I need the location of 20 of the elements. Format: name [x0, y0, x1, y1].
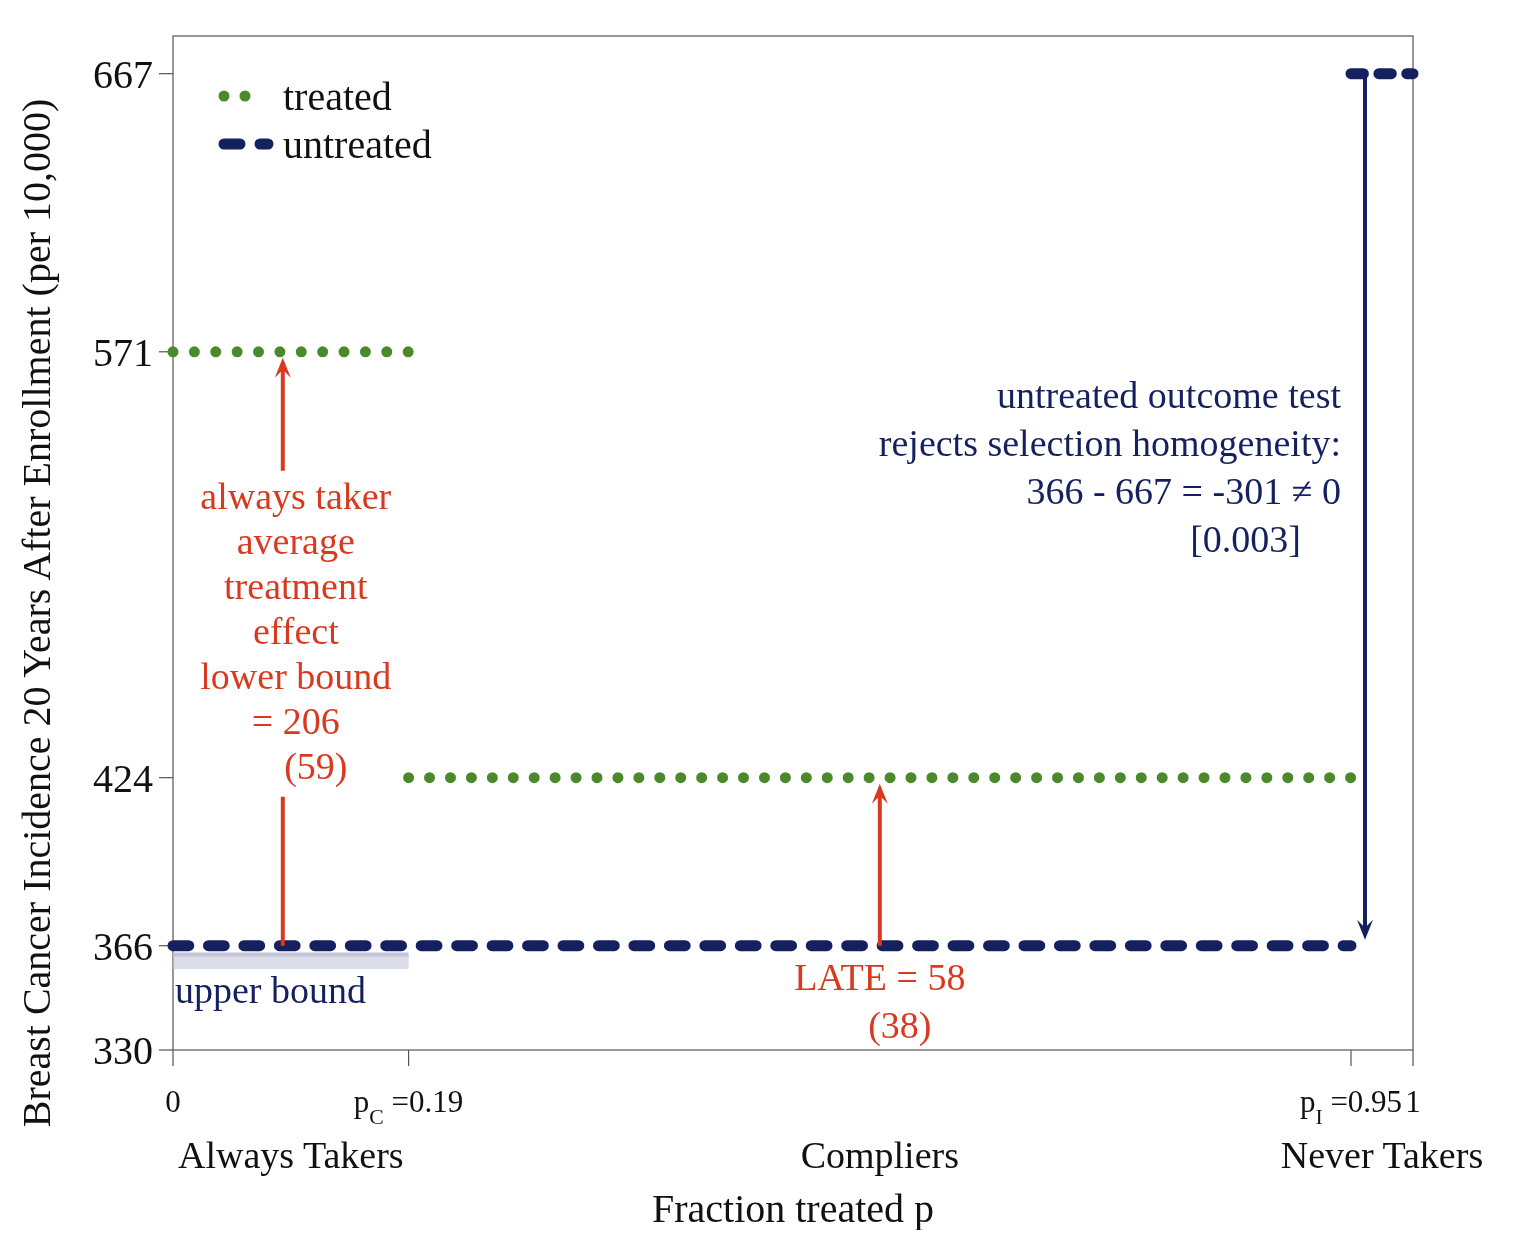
y-tick-label: 424 — [93, 755, 153, 801]
y-tick-label: 330 — [93, 1028, 153, 1073]
x-axis-title: Fraction treated p — [651, 1186, 935, 1231]
text: Always Takers — [177, 1134, 404, 1176]
annotation: LATE = 58 (38) — [794, 955, 966, 1047]
x-tick-label: 0 — [165, 1084, 181, 1119]
y-axis-title: Breast Cancer Incidence 20 Years After Enrollment (per 10,000) — [14, 98, 59, 1128]
x-tick-label: 1 — [1405, 1084, 1421, 1119]
y-tick-label: 667 — [93, 51, 153, 97]
annotation: untreated outcome test rejects selection homogeneity: 366 - 667 = -301 ≠ 0 [0.003] — [878, 373, 1342, 560]
text: Compliers — [800, 1134, 959, 1176]
x-tick-label: p$_{C}$ =0.19 — [353, 1084, 464, 1129]
legend-label: untreated — [283, 122, 432, 167]
x-tick-label: p$_{I}$ =0.95 — [1299, 1084, 1403, 1129]
y-tick-label: 571 — [93, 329, 153, 375]
legend-label: treated — [283, 74, 392, 119]
text: Never Takers — [1280, 1134, 1484, 1176]
annotation: always taker average treatment effect lower bound = 206 (59) — [200, 474, 392, 788]
y-tick-label: 366 — [93, 923, 153, 969]
annotation: upper bound — [175, 968, 367, 1011]
